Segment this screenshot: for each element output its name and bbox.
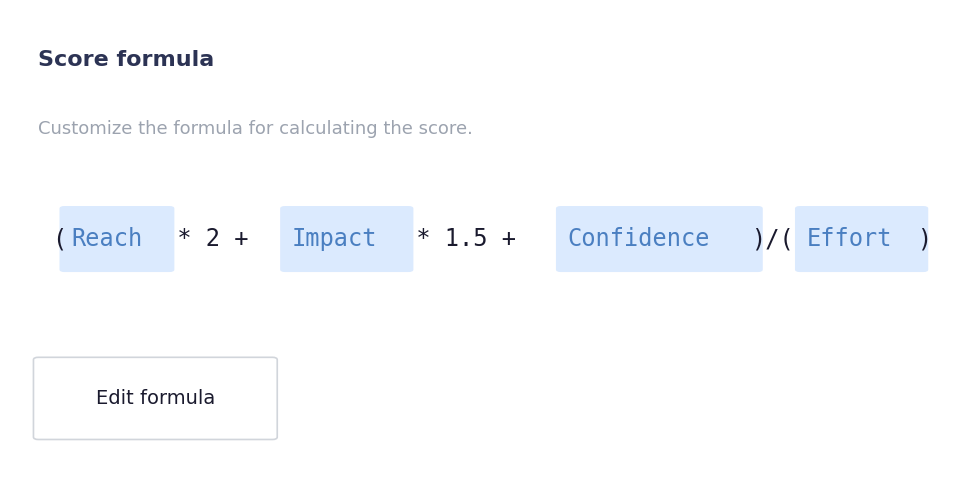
FancyBboxPatch shape <box>795 206 928 272</box>
Text: Confidence: Confidence <box>568 227 710 251</box>
FancyBboxPatch shape <box>280 206 413 272</box>
Text: Customize the formula for calculating the score.: Customize the formula for calculating th… <box>38 120 473 137</box>
Text: Effort: Effort <box>807 227 892 251</box>
Text: Reach: Reach <box>71 227 142 251</box>
FancyBboxPatch shape <box>33 358 277 439</box>
FancyBboxPatch shape <box>59 206 174 272</box>
Text: ): ) <box>917 227 931 251</box>
FancyBboxPatch shape <box>556 206 763 272</box>
Text: )/(: )/( <box>751 227 794 251</box>
Text: Impact: Impact <box>292 227 377 251</box>
Text: * 2 +: * 2 + <box>163 227 263 251</box>
Text: Score formula: Score formula <box>38 50 214 70</box>
Text: Edit formula: Edit formula <box>96 389 215 408</box>
Text: * 1.5 +: * 1.5 + <box>402 227 531 251</box>
Text: (: ( <box>53 227 67 251</box>
